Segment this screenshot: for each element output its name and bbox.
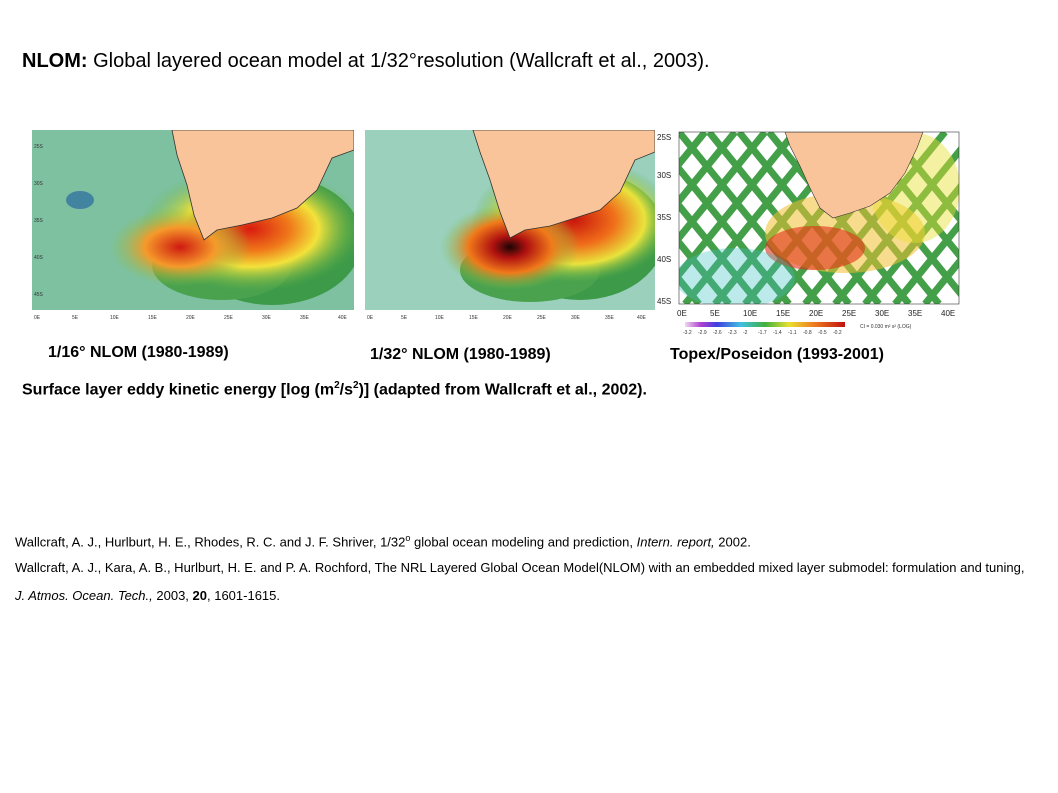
svg-text:0E: 0E	[367, 315, 374, 321]
svg-text:15E: 15E	[148, 315, 158, 321]
svg-text:5E: 5E	[72, 315, 79, 321]
ref2-text: Wallcraft, A. J., Kara, A. B., Hurlburt,…	[15, 560, 1025, 576]
svg-text:-0.5: -0.5	[818, 330, 827, 336]
svg-text:5E: 5E	[401, 315, 408, 321]
svg-text:40E: 40E	[338, 315, 348, 321]
colorbar-ticks: -3.2 -2.9 -2.6 -2.3 -2 -1.7 -1.4 -1.1 -0…	[683, 330, 842, 336]
lon-ticks-3: 0E 5E 10E 15E 20E 25E 30E 35E 40E	[677, 309, 955, 318]
lat-ticks-3: 25S 30S 35S 40S 45S	[657, 133, 671, 306]
ref2-year: 2003,	[152, 588, 193, 604]
svg-text:30E: 30E	[875, 309, 889, 318]
svg-text:25E: 25E	[224, 315, 234, 321]
svg-text:35E: 35E	[908, 309, 922, 318]
africa-land-1	[171, 130, 354, 241]
satellite-tracks	[679, 132, 959, 304]
ref1-text: Wallcraft, A. J., Hurlburt, H. E., Rhode…	[15, 534, 406, 550]
svg-text:40S: 40S	[657, 255, 671, 264]
ref2-volume: 20	[192, 588, 207, 604]
svg-text:30S: 30S	[34, 181, 44, 187]
svg-text:0E: 0E	[677, 309, 687, 318]
colorbar	[685, 322, 845, 327]
reference-1: Wallcraft, A. J., Hurlburt, H. E., Rhode…	[15, 528, 1035, 552]
africa-land-2	[472, 130, 655, 239]
svg-text:-0.8: -0.8	[803, 330, 812, 336]
svg-text:40S: 40S	[34, 255, 44, 261]
panel-label-1: 1/16° NLOM (1980-1989)	[48, 344, 229, 361]
africa-land-3	[784, 132, 924, 219]
svg-text:10E: 10E	[110, 315, 120, 321]
svg-text:5E: 5E	[710, 309, 720, 318]
svg-text:-1.1: -1.1	[788, 330, 797, 336]
caption-sup2: 2	[353, 380, 359, 391]
svg-text:40E: 40E	[637, 315, 647, 321]
svg-text:10E: 10E	[435, 315, 445, 321]
ref1-journal: Intern. report,	[636, 534, 715, 550]
svg-text:15E: 15E	[469, 315, 479, 321]
reference-2: Wallcraft, A. J., Kara, A. B., Hurlburt,…	[15, 554, 1035, 610]
lat-ticks-1: 25S 30S 35S 40S 45S	[34, 144, 44, 298]
svg-text:25S: 25S	[657, 133, 671, 142]
svg-text:-3.2: -3.2	[683, 330, 692, 336]
svg-text:30S: 30S	[657, 171, 671, 180]
svg-text:-2.9: -2.9	[698, 330, 707, 336]
svg-text:45S: 45S	[34, 292, 44, 298]
svg-text:25S: 25S	[34, 144, 44, 150]
caption-sup1: 2	[334, 380, 340, 391]
title-rest: Global layered ocean model at 1/32°resol…	[87, 50, 710, 72]
svg-text:15E: 15E	[776, 309, 790, 318]
caption-pre: Surface layer eddy kinetic energy [log (…	[22, 381, 335, 399]
references: Wallcraft, A. J., Hurlburt, H. E., Rhode…	[15, 528, 1035, 610]
svg-text:25E: 25E	[537, 315, 547, 321]
figure-caption: Surface layer eddy kinetic energy [log (…	[22, 380, 647, 399]
caption-post: )] (adapted from Wallcraft et al., 2002)…	[358, 381, 647, 399]
svg-text:35E: 35E	[605, 315, 615, 321]
svg-text:10E: 10E	[743, 309, 757, 318]
panel-label-2: 1/32° NLOM (1980-1989)	[370, 346, 551, 363]
slide-title: NLOM: Global layered ocean model at 1/32…	[22, 50, 710, 73]
svg-text:-2.6: -2.6	[713, 330, 722, 336]
ref1-text2: global ocean modeling and prediction,	[410, 534, 637, 550]
lon-ticks-1: 0E 5E 10E 15E 20E 25E 30E 35E 40E	[34, 315, 348, 321]
svg-text:30E: 30E	[262, 315, 272, 321]
svg-text:0E: 0E	[34, 315, 41, 321]
svg-text:40E: 40E	[941, 309, 955, 318]
svg-text:30E: 30E	[571, 315, 581, 321]
svg-text:-0.2: -0.2	[833, 330, 842, 336]
svg-text:-2: -2	[743, 330, 748, 336]
svg-text:20E: 20E	[503, 315, 513, 321]
svg-text:35S: 35S	[657, 213, 671, 222]
panel-label-3: Topex/Poseidon (1993-2001)	[670, 346, 884, 363]
ref1-sup: o	[405, 533, 411, 543]
ref2-pages: , 1601-1615.	[207, 588, 281, 604]
eke-map-1-16: 25S 30S 35S 40S 45S 0E 5E 10E 15E 20E 25…	[32, 130, 354, 321]
svg-text:20E: 20E	[809, 309, 823, 318]
lon-ticks-2: 0E 5E 10E 15E 20E 25E 30E 35E 40E	[367, 315, 647, 321]
svg-text:45S: 45S	[657, 297, 671, 306]
svg-text:-2.3: -2.3	[728, 330, 737, 336]
svg-text:25E: 25E	[842, 309, 856, 318]
svg-text:-1.4: -1.4	[773, 330, 782, 336]
svg-text:35E: 35E	[300, 315, 310, 321]
title-bold: NLOM:	[22, 50, 88, 72]
eke-map-1-32: 0E 5E 10E 15E 20E 25E 30E 35E 40E	[365, 130, 655, 321]
svg-text:20E: 20E	[186, 315, 196, 321]
ref1-tail: 2002.	[714, 534, 751, 550]
caption-mid: /s	[339, 381, 354, 399]
svg-text:-1.7: -1.7	[758, 330, 767, 336]
svg-text:35S: 35S	[34, 218, 44, 224]
eke-map-topex: 25S 30S 35S 40S 45S 0E 5E 10E 15E 20E 25…	[657, 131, 960, 336]
colorbar-note: CI = 0.030 m² s² (LOG)	[860, 324, 912, 330]
ref2-journal: J. Atmos. Ocean. Tech.,	[15, 588, 153, 604]
